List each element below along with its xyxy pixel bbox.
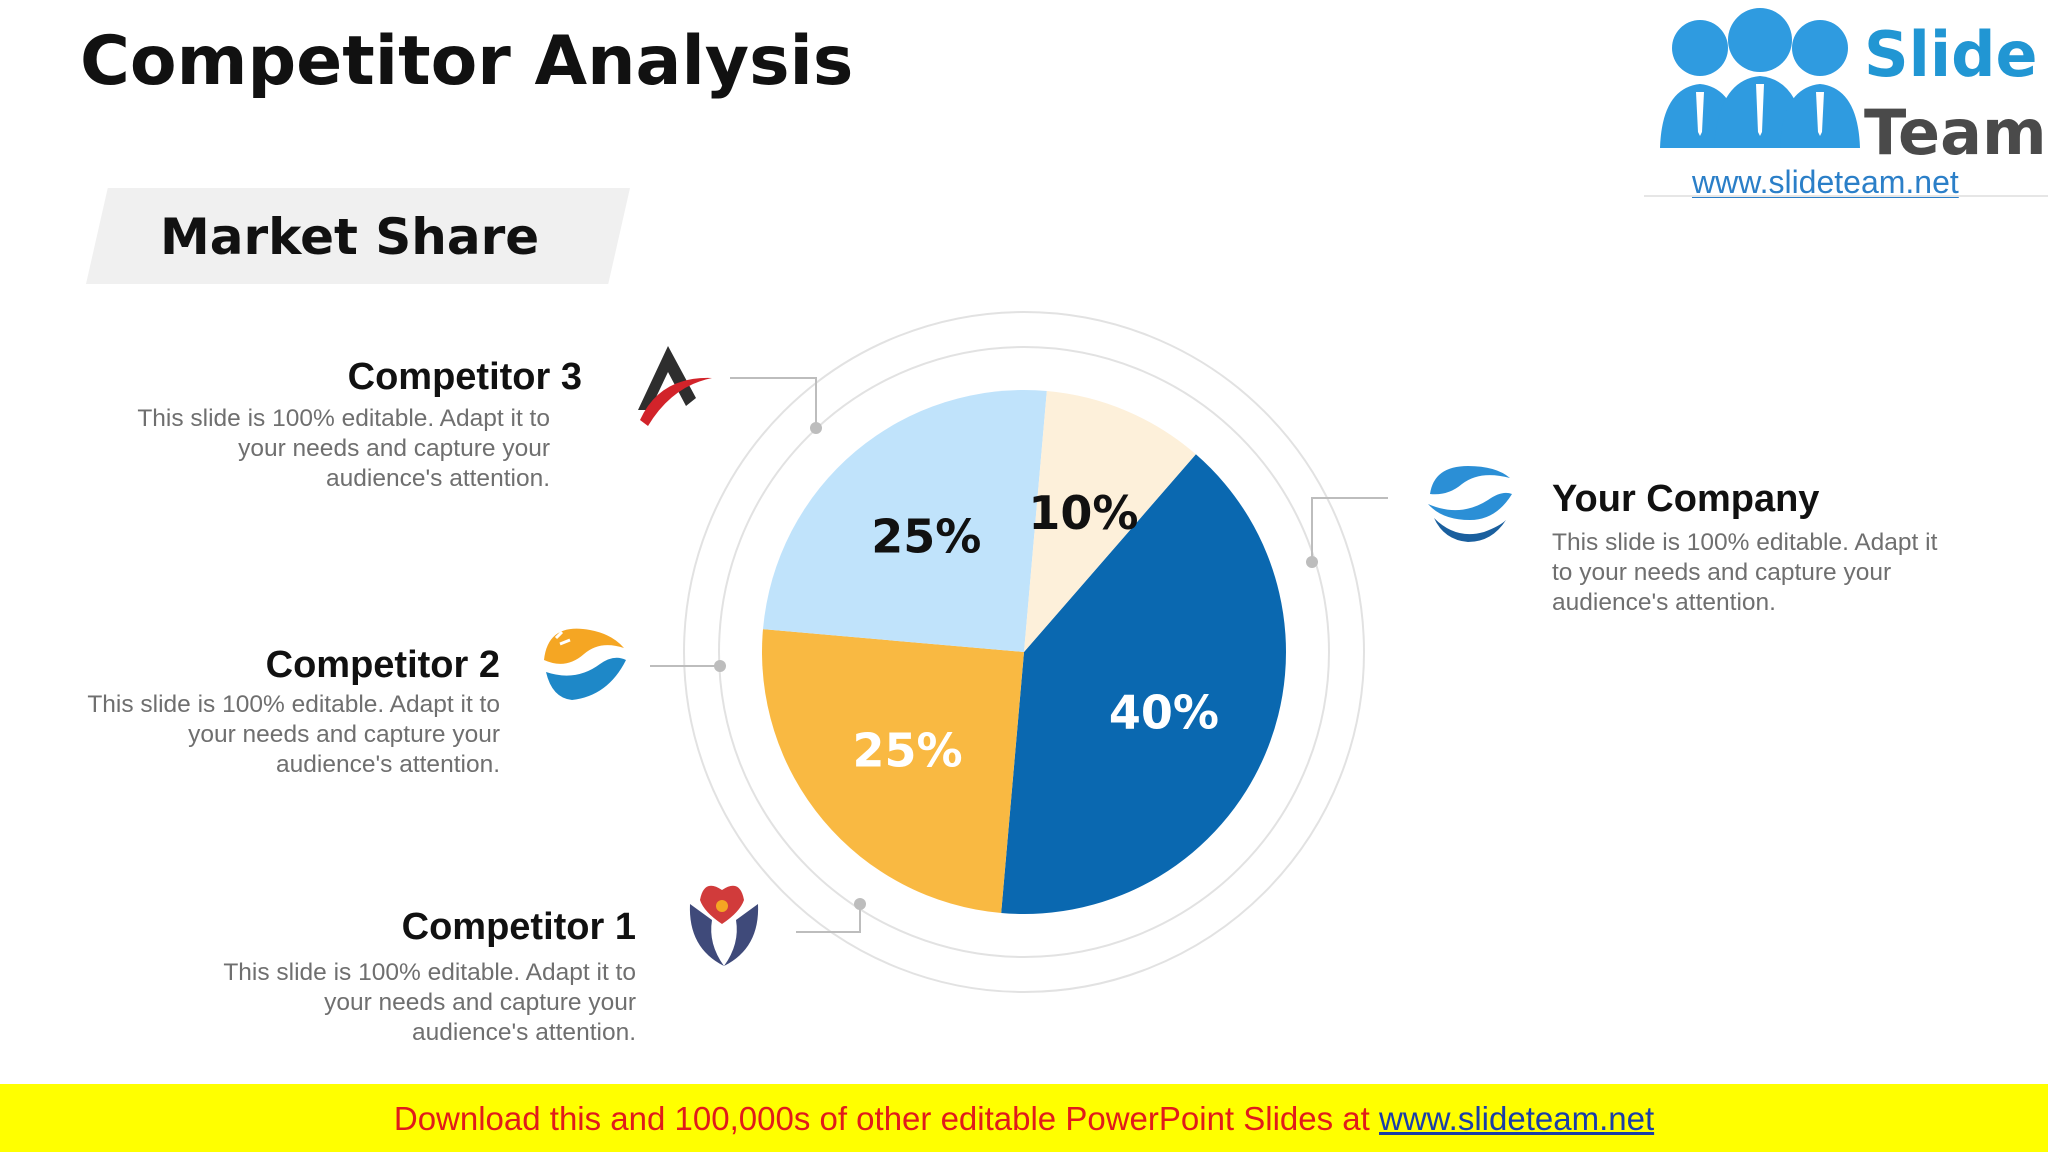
- footer-link[interactable]: www.slideteam.net: [1379, 1100, 1655, 1137]
- arrow-a-logo-icon: [638, 346, 712, 426]
- subtitle: Market Share: [160, 208, 540, 266]
- connector-competitor-1: [796, 904, 861, 933]
- competitor-3-name: Competitor 3: [347, 356, 582, 398]
- connector-dot-competitor-1: [854, 898, 866, 910]
- competitor-3-description: This slide is 100% editable. Adapt it to…: [137, 405, 550, 492]
- pie-slice-3: [762, 389, 1047, 652]
- connector-competitor-3: [730, 377, 817, 428]
- connector-dot-your-company: [1306, 556, 1318, 568]
- brand-name-line2: Team: [1864, 96, 2047, 169]
- pie-label-3: 25%: [871, 510, 981, 564]
- brand-divider: [1644, 195, 2048, 197]
- pie-slice-1: [1001, 454, 1287, 914]
- pie-slice-2: [762, 629, 1024, 914]
- market-share-pie-chart: 40% 25% 25% 10%: [544, 311, 1512, 993]
- pie-label-4: 10%: [1028, 486, 1138, 540]
- brand-url-link[interactable]: www.slideteam.net: [1692, 164, 1959, 200]
- brand-name-line1: Slide: [1864, 18, 2038, 91]
- wave-orange-logo-icon: [544, 628, 626, 700]
- outer-ring: [683, 311, 1365, 993]
- pie-label-2: 25%: [853, 724, 963, 778]
- hands-heart-logo-icon: [689, 885, 759, 966]
- your-company-description: This slide is 100% editable. Adapt it to…: [1552, 529, 1938, 616]
- connector-dot-competitor-3: [810, 422, 822, 434]
- competitor-1-name: Competitor 1: [401, 906, 636, 948]
- pie-label-1: 40%: [1109, 685, 1219, 739]
- competitor-2-name: Competitor 2: [265, 644, 500, 686]
- competitor-2-description: This slide is 100% editable. Adapt it to…: [87, 691, 500, 778]
- people-group-icon: [1660, 8, 1860, 148]
- page-title: Competitor Analysis: [80, 22, 854, 101]
- footer-text: Download this and 100,000s of other edit…: [0, 1100, 2048, 1138]
- footer-message: Download this and 100,000s of other edit…: [393, 1100, 1379, 1137]
- connector-dot-competitor-2: [714, 660, 726, 672]
- footer-banner: [0, 1084, 2048, 1152]
- your-company-name: Your Company: [1552, 478, 1820, 520]
- inner-ring: [718, 346, 1330, 958]
- subtitle-banner: [86, 188, 630, 284]
- pie-slice-4: [1024, 390, 1196, 652]
- competitor-1-description: This slide is 100% editable. Adapt it to…: [223, 959, 636, 1046]
- brand-logo[interactable]: [1640, 0, 2048, 200]
- connector-your-company: [1311, 497, 1388, 562]
- wave-blue-logo-icon: [1428, 466, 1512, 542]
